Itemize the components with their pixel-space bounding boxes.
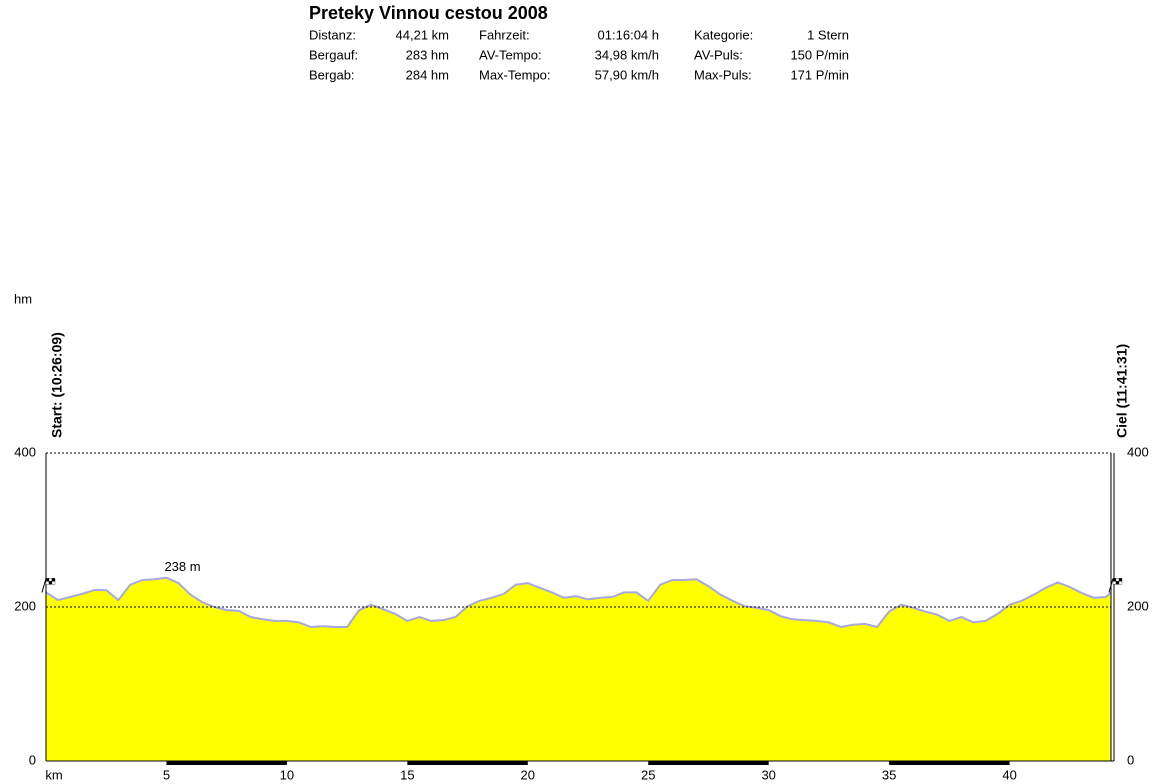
scale-bar: [166, 761, 287, 765]
stat-text: AV-Puls:: [694, 47, 743, 62]
stat-text: 1 Stern: [807, 27, 849, 42]
scale-bar: [889, 761, 1010, 765]
x-tick-label: 10: [280, 767, 294, 782]
stat-text: 171 P/min: [790, 67, 849, 82]
stat-text: 01:16:04 h: [598, 27, 659, 42]
elevation-line: [45, 576, 1112, 629]
flag-pole: [1108, 578, 1114, 593]
start-label: Start: (10:26:09): [49, 332, 65, 438]
area-fill: [46, 577, 1111, 761]
flag-cell: [1118, 581, 1123, 585]
stat-text: 283 hm: [406, 47, 449, 62]
y-tick-label: 0: [29, 752, 36, 767]
stat-text: Max-Tempo:: [479, 67, 551, 82]
x-axis-label: km: [45, 767, 62, 782]
stat-text: Fahrzeit:: [479, 27, 530, 42]
chart-title: Preteky Vinnou cestou 2008: [309, 3, 548, 23]
flag-cell: [45, 581, 50, 585]
flag-cell: [51, 578, 56, 582]
flag-cell: [1115, 581, 1120, 585]
y-tick-label-right: 400: [1127, 444, 1149, 459]
x-tick-label: 35: [882, 767, 896, 782]
x-tick-label: 5: [163, 767, 170, 782]
stat-text: Bergauf:: [309, 47, 358, 62]
stat-text: Max-Puls:: [694, 67, 752, 82]
finish-label: Ciel (11:41:31): [1114, 344, 1130, 438]
x-tick-label: 15: [400, 767, 414, 782]
y-axis-label: hm: [14, 291, 32, 306]
flag-cell: [1112, 581, 1117, 585]
scale-bar: [407, 761, 528, 765]
y-tick-label-right: 0: [1127, 752, 1134, 767]
stat-text: AV-Tempo:: [479, 47, 542, 62]
max-annotation: 238 m: [164, 559, 200, 574]
x-tick-label: 20: [521, 767, 535, 782]
flag-cell: [48, 578, 53, 582]
stat-text: 284 hm: [406, 67, 449, 82]
x-tick-label: 40: [1002, 767, 1016, 782]
scale-bar: [648, 761, 769, 765]
stat-text: 34,98 km/h: [595, 47, 659, 62]
x-tick-label: 30: [761, 767, 775, 782]
flag-cell: [1118, 578, 1123, 582]
y-tick-label-right: 200: [1127, 598, 1149, 613]
y-tick-label: 400: [14, 444, 36, 459]
flag-pole: [41, 578, 47, 593]
stat-text: Bergab:: [309, 67, 355, 82]
stat-text: 44,21 km: [396, 27, 449, 42]
stat-text: 150 P/min: [790, 47, 849, 62]
flag-cell: [48, 581, 53, 585]
y-tick-label: 200: [14, 598, 36, 613]
flag-cell: [45, 578, 50, 582]
flag-cell: [1112, 578, 1117, 582]
flag-cell: [51, 581, 56, 585]
stat-text: Distanz:: [309, 27, 356, 42]
flag-cell: [1115, 578, 1120, 582]
x-tick-label: 25: [641, 767, 655, 782]
stat-text: Kategorie:: [694, 27, 753, 42]
stat-text: 57,90 km/h: [595, 67, 659, 82]
